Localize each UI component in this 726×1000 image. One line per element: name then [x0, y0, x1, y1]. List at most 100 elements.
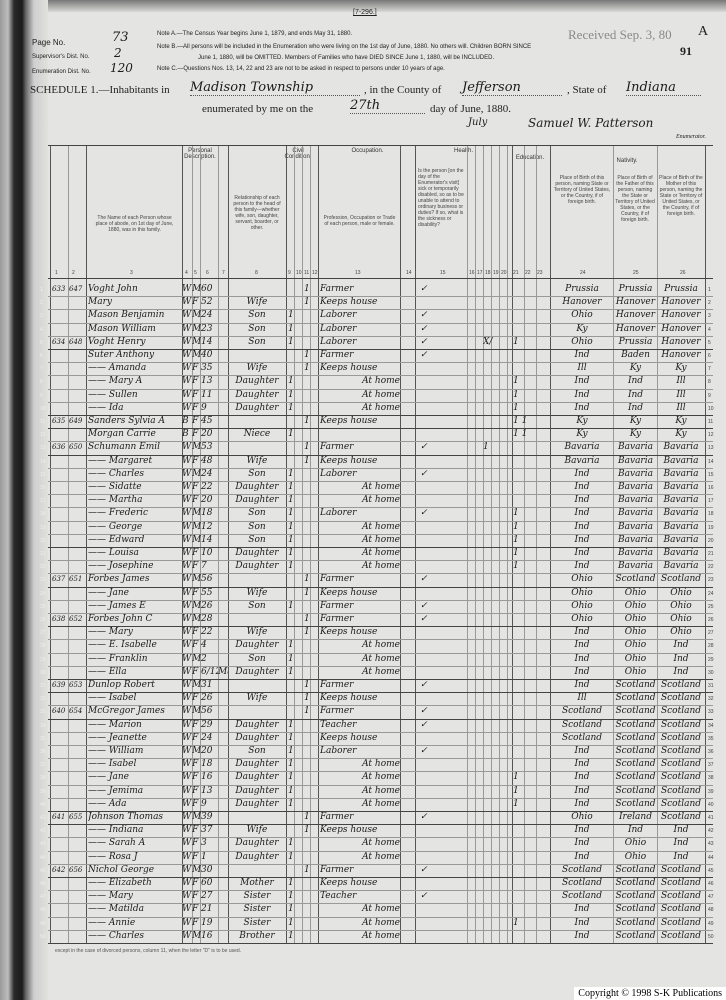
civil-condition-mark: 1 [304, 693, 310, 703]
birthplace-mother: Scotland [660, 904, 702, 914]
birthplace-person: Ky [576, 324, 588, 334]
column-number: 4 [185, 270, 188, 276]
occupation: At home [362, 535, 400, 545]
color: W [182, 495, 192, 505]
age: 13 [201, 786, 213, 796]
color: W [182, 812, 192, 822]
relationship: Daughter [235, 720, 279, 730]
occupation: At home [362, 561, 400, 571]
line-number-left: 46 [40, 881, 46, 887]
sex: F [192, 482, 199, 492]
group-health: Health. [453, 148, 473, 154]
sex: F [192, 720, 199, 730]
header-bottom-rule [48, 278, 713, 279]
person-name: —— Martha [88, 495, 143, 505]
person-name: —— James E [88, 601, 146, 611]
relationship: Son [248, 337, 266, 347]
line-number: 36 [708, 749, 714, 755]
birthplace-person: Ohio [571, 601, 593, 611]
row-rule [48, 323, 713, 324]
relationship: Daughter [235, 548, 279, 558]
occupation: Laborer [320, 310, 357, 320]
sex: F [192, 852, 199, 862]
birthplace-mother: Ky [675, 429, 687, 439]
supervisor-dist-value: 2 [114, 46, 122, 60]
line-number: 35 [708, 736, 714, 742]
age: 30 [201, 865, 213, 875]
color: W [182, 324, 192, 334]
birthplace-mother: Scotland [660, 786, 702, 796]
age: 29 [201, 720, 213, 730]
column-number: 22 [525, 270, 531, 276]
column-divider [613, 145, 614, 943]
age: 60 [201, 284, 213, 294]
civil-condition-mark: 1 [288, 324, 294, 334]
birthplace-father: Scotland [615, 786, 656, 796]
sex: F [192, 904, 199, 914]
color: W [182, 627, 192, 637]
color: W [182, 574, 192, 584]
sex: F [192, 640, 199, 650]
line-number: 42 [708, 828, 714, 834]
age: 31 [201, 680, 213, 690]
schedule-title: SCHEDULE 1.—Inhabitants in [30, 84, 170, 96]
line-number: 32 [708, 696, 714, 702]
civil-condition-mark: 1 [304, 812, 310, 822]
sex: F [192, 733, 199, 743]
row-rule [48, 507, 713, 508]
person-name: —— Sidatte [88, 482, 142, 492]
relationship: Wife [246, 693, 268, 703]
line-number: 29 [708, 657, 714, 663]
birthplace-mother: Hanover [661, 350, 701, 360]
sex: F [192, 416, 199, 426]
header-occupation: Profession, Occupation or Trade of each … [323, 215, 396, 227]
occupation: Keeps house [320, 825, 378, 835]
relationship: Son [248, 601, 266, 611]
color: W [182, 376, 192, 386]
relationship: Son [248, 746, 266, 756]
sex: M [192, 324, 201, 334]
family-number: 651 [69, 575, 83, 583]
occupation: Farmer [320, 706, 354, 716]
birthplace-father: Bavaria [618, 442, 653, 452]
enumeration-dist-label: Enumeration Dist. No. [32, 69, 91, 75]
line-number-left: 11 [40, 419, 46, 425]
occupation: At home [362, 403, 400, 413]
column-number: 10 [296, 270, 302, 276]
birthplace-mother: Hanover [661, 324, 701, 334]
row-rule [48, 349, 713, 350]
occupation: Keeps house [320, 416, 378, 426]
birthplace-mother: Ind [673, 654, 689, 664]
column-divider [86, 145, 87, 943]
age: 2 [201, 654, 207, 664]
civil-condition-mark: 1 [304, 706, 310, 716]
row-rule [48, 705, 713, 706]
relationship: Daughter [235, 561, 279, 571]
occupation: Keeps house [320, 456, 378, 466]
township-field: Madison Township [190, 80, 360, 96]
relationship: Sister [243, 891, 271, 901]
education-mark: 1 [513, 376, 519, 386]
civil-condition-mark: 1 [288, 601, 294, 611]
line-number: 49 [708, 921, 714, 927]
birthplace-person: Ind [574, 931, 590, 941]
occupation: At home [362, 390, 400, 400]
health-check: ✓ [420, 812, 428, 822]
column-number: 14 [406, 270, 412, 276]
row-rule [48, 811, 713, 812]
civil-condition-mark: 1 [288, 390, 294, 400]
birthplace-person: Ind [574, 482, 590, 492]
dwelling-number: 639 [52, 681, 66, 689]
disability-mark: 1 [483, 442, 489, 452]
header-relationship: Relationship of each person to the head … [233, 195, 281, 231]
education-mark: 1 1 [513, 416, 528, 426]
line-number: 16 [708, 485, 714, 491]
row-rule [48, 903, 713, 904]
line-number-left: 36 [40, 749, 46, 755]
civil-condition-mark: 1 [288, 376, 294, 386]
row-rule [48, 336, 713, 337]
civil-condition-mark: 1 [288, 310, 294, 320]
birthplace-mother: Ind [673, 852, 689, 862]
line-number: 15 [708, 472, 714, 478]
age: 20 [201, 746, 213, 756]
